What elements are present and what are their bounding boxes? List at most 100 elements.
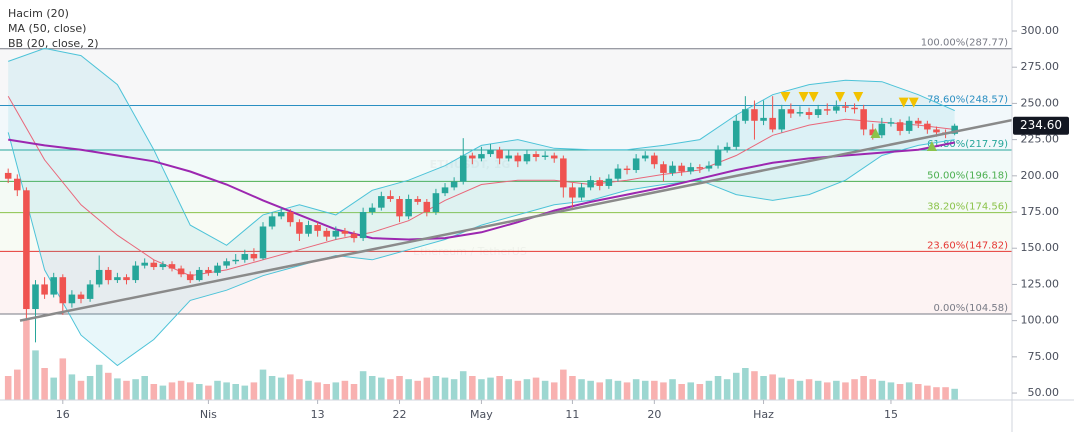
volume-bar [168, 382, 176, 400]
volume-bar [569, 376, 576, 400]
volume-bar [596, 382, 604, 400]
volume-bar [578, 379, 585, 400]
fib-label: 0.00%(104.58) [933, 303, 1008, 314]
legend-volume: Hacim (20) [8, 7, 69, 20]
legend: Hacim (20) MA (50, close) BB (20, close,… [8, 7, 99, 50]
candle-body [751, 109, 758, 121]
volume-bar [59, 358, 67, 400]
candle-body [95, 269, 103, 285]
candle-body [678, 165, 685, 172]
volume-bar [678, 384, 685, 400]
legend-ma: MA (50, close) [8, 22, 86, 35]
candle-body [141, 262, 148, 266]
volume-bar [450, 379, 458, 400]
candle-body [305, 225, 312, 234]
volume-bar [833, 380, 840, 400]
signal-down [834, 92, 845, 103]
volume-bar [951, 388, 958, 400]
fib-zone [0, 105, 1012, 151]
y-tick-label: 200.00 [1021, 169, 1060, 182]
volume-bar [250, 382, 258, 400]
volume-bar [523, 379, 531, 400]
candle-body [869, 129, 877, 136]
candle-body [742, 109, 749, 121]
y-tick-label: 300.00 [1021, 24, 1060, 37]
volume-bar [614, 380, 622, 400]
candle-body [505, 155, 513, 159]
last-price-label: 234.60 [1020, 118, 1062, 132]
signal-down [780, 92, 791, 103]
volume-bar [814, 380, 822, 400]
y-tick-label: 100.00 [1021, 314, 1060, 327]
fib-label: 61.80%(217.79) [927, 139, 1008, 150]
candle-body [550, 155, 558, 159]
candle-body [896, 122, 904, 131]
volume-bar [550, 382, 558, 400]
volume-bar [869, 379, 877, 400]
y-tick-label: 125.00 [1021, 277, 1060, 290]
candle-body [560, 158, 567, 188]
candle-body [933, 129, 940, 133]
volume-bar [314, 382, 321, 400]
volume-bar [41, 368, 48, 400]
candle-body [23, 190, 30, 310]
volume-bar [323, 384, 330, 400]
candle-body [32, 284, 39, 310]
candle-body [605, 178, 613, 186]
volume-bar [560, 369, 567, 400]
candle-body [769, 117, 776, 130]
candle-body [296, 222, 303, 234]
candle-body [277, 212, 285, 217]
candle-body [150, 262, 158, 268]
candle-body [651, 155, 658, 165]
volume-bar [778, 377, 786, 400]
candle-body [578, 187, 585, 198]
candle-body [241, 254, 249, 260]
candle-body [860, 109, 867, 130]
candle-body [86, 284, 94, 299]
volume-bar [414, 380, 421, 400]
candle-body [378, 196, 385, 208]
candle-body [660, 164, 667, 173]
volume-bar [68, 374, 76, 400]
volume-bar [186, 382, 194, 400]
volume-bar [359, 371, 367, 400]
volume-bar [878, 380, 886, 400]
volume-bar [150, 384, 158, 400]
candle-body [341, 230, 349, 234]
candle-body [887, 122, 895, 124]
fib-zone [0, 48, 1012, 106]
volume-bar [933, 387, 940, 400]
candle-body [459, 155, 467, 182]
candle-body [196, 269, 203, 281]
y-tick-label: 50.00 [1028, 386, 1060, 399]
volume-bar [387, 379, 394, 400]
candle-body [723, 146, 731, 150]
candle-body [287, 212, 294, 223]
candle-body [878, 123, 886, 136]
candle-body [77, 294, 85, 299]
volume-bar [660, 382, 667, 400]
candle-body [250, 254, 258, 259]
candle-body [205, 269, 212, 273]
volume-bar [277, 377, 285, 400]
candle-body [50, 277, 57, 295]
candle-body [186, 274, 194, 281]
candle-body [833, 106, 840, 111]
candle-body [387, 196, 394, 199]
x-tick-label: 16 [56, 408, 70, 421]
volume-bar [478, 379, 485, 400]
x-tick-label: 15 [884, 408, 898, 421]
volume-bar [732, 372, 740, 400]
volume-bar [823, 382, 831, 400]
candle-body [514, 155, 522, 162]
volume-bar [396, 376, 403, 400]
candle-body [523, 154, 531, 162]
candle-body [4, 172, 12, 179]
volume-bar [705, 380, 713, 400]
volume-bar [378, 377, 385, 400]
candle-body [851, 107, 858, 110]
volume-bar [223, 382, 230, 400]
volume-bar [177, 380, 185, 400]
